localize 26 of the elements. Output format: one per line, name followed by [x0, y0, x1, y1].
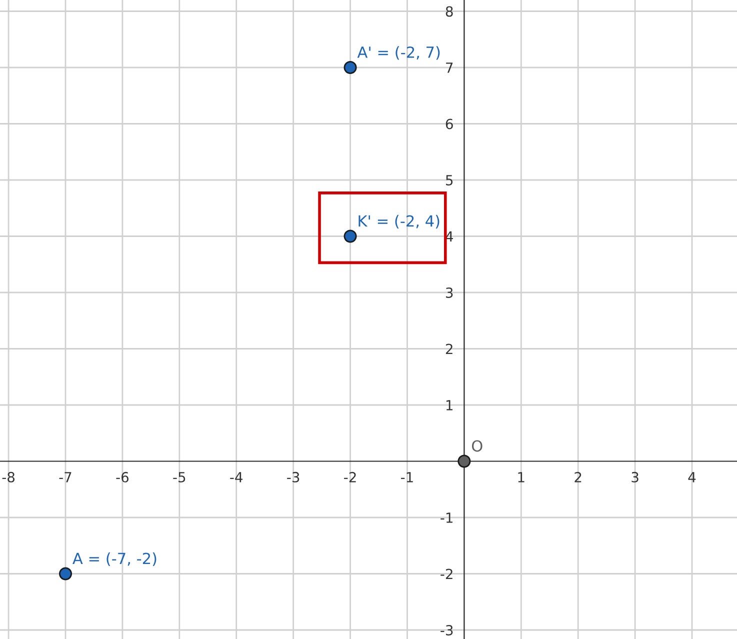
x-tick-label: -1: [400, 472, 413, 482]
y-tick-label: 1: [446, 400, 452, 410]
x-tick-label: -2: [344, 472, 356, 482]
x-tick-label: -8: [2, 472, 15, 482]
y-tick-label: 3: [446, 287, 453, 298]
annotation: A' = (-2, 7): [357, 46, 440, 60]
y-tick-label: 6: [446, 118, 453, 130]
x-tick-label: 4: [688, 472, 696, 482]
y-tick-label: 5: [446, 175, 453, 186]
x-tick-label: -3: [287, 472, 300, 482]
annotation: K' = (-2, 4): [358, 214, 440, 229]
x-tick-label: -7: [59, 472, 72, 482]
x-tick-label: -6: [116, 472, 129, 482]
annotation: A = (-7, -2): [72, 552, 156, 566]
annotation: O: [472, 440, 482, 452]
x-tick-label: -5: [173, 472, 186, 482]
y-tick-label: -3: [440, 624, 453, 636]
y-tick-label: -1: [440, 512, 452, 523]
y-tick-label: 7: [446, 62, 453, 73]
x-tick-label: -4: [230, 472, 243, 482]
x-tick-label: 3: [632, 472, 638, 482]
x-tick-label: 1: [518, 472, 524, 482]
y-tick-label: 2: [446, 344, 452, 354]
y-tick-label: 8: [446, 6, 453, 17]
x-tick-label: 2: [574, 472, 582, 482]
y-tick-label: -2: [440, 568, 452, 580]
